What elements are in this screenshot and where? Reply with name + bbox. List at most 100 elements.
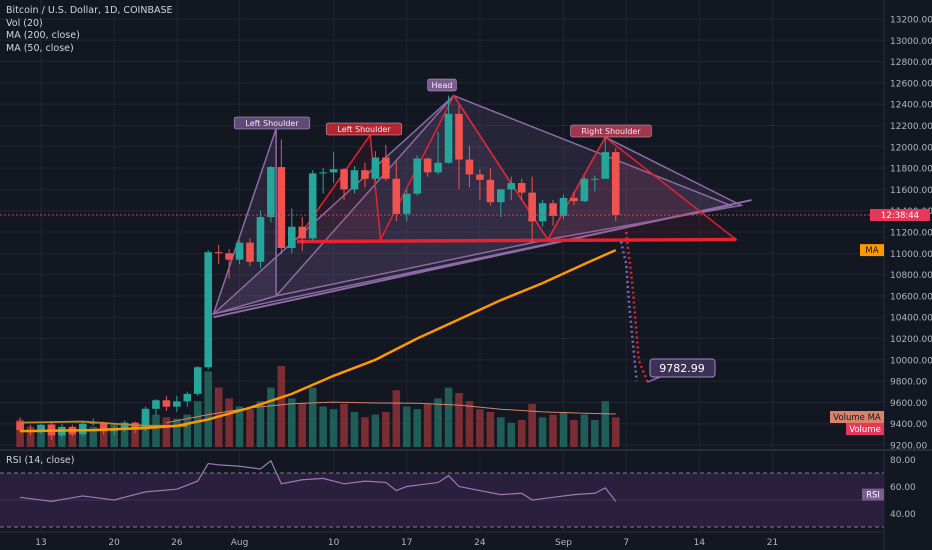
volume-bar — [319, 406, 327, 447]
candle-down — [528, 192, 536, 222]
candle-up — [173, 401, 181, 407]
candle-down — [298, 226, 307, 239]
rsi-badge-bg — [862, 488, 884, 501]
price-tick-label: 9200.00 — [890, 442, 927, 452]
volume-bar — [193, 401, 202, 447]
volume-bar — [392, 390, 401, 447]
ma50-line — [20, 248, 617, 433]
legend-ma200[interactable]: MA (200, close) — [6, 30, 80, 41]
price-tick-label: 12600.00 — [890, 79, 932, 89]
candle-down — [486, 179, 495, 203]
volume-bar — [434, 398, 442, 447]
rsi-pane — [0, 459, 884, 528]
volume-bar — [277, 366, 286, 447]
candle-up — [288, 226, 296, 248]
volume-bar — [611, 417, 620, 447]
candle-up — [601, 152, 610, 179]
time-tick-label: 26 — [171, 538, 183, 548]
candle-down — [162, 400, 171, 407]
volume-bar — [549, 414, 557, 447]
volume-bar — [110, 424, 118, 447]
rsi-tick-label: 40.00 — [890, 510, 916, 520]
legend-vol[interactable]: Vol (20) — [6, 17, 43, 29]
volume-bar — [350, 411, 359, 447]
volume-bar — [183, 414, 192, 447]
volume-ma-badge-bg — [830, 411, 884, 423]
volume-bars — [16, 366, 620, 447]
label-right-shoulder-bg — [570, 124, 652, 138]
candle-up — [37, 424, 45, 433]
volume-badge-bg — [846, 423, 884, 435]
volume-bar — [288, 398, 296, 447]
price-tick-label: 11000.00 — [890, 250, 932, 260]
candle-down — [382, 157, 390, 179]
symbol-title[interactable]: Bitcoin / U.S. Dollar, 1D, COINBASE — [6, 5, 173, 16]
candle-down — [214, 252, 223, 254]
volume-bar — [528, 403, 536, 447]
rsi-tick-label: 80.00 — [890, 456, 916, 466]
time-tick-label: 7 — [623, 538, 629, 548]
rsi-legend[interactable]: RSI (14, close) — [6, 455, 75, 466]
volume-bar — [507, 422, 516, 447]
volume-ma-badge: Volume MA — [833, 413, 881, 423]
volume-bar — [580, 414, 589, 447]
time-tick-label: 20 — [108, 538, 120, 548]
indicator-legend: Bitcoin / U.S. Dollar, 1D, COINBASE Vol … — [6, 5, 173, 55]
candle-up — [141, 408, 150, 430]
candle-up — [350, 170, 359, 190]
candle-up — [329, 169, 338, 173]
legend-ma50[interactable]: MA (50, close) — [6, 42, 74, 54]
price-tick-label: 10200.00 — [890, 335, 932, 345]
price-tick-label: 9400.00 — [890, 420, 927, 430]
volume-bar — [58, 428, 66, 447]
candle-down — [99, 422, 108, 432]
volume-bar — [361, 417, 369, 447]
volume-bar — [246, 409, 254, 447]
volume-bar — [382, 411, 390, 447]
volume-bar — [517, 420, 526, 447]
volume-bar — [455, 393, 463, 447]
candle-down — [611, 152, 620, 215]
volume-bar — [68, 430, 77, 447]
price-tick-label: 12400.00 — [890, 101, 932, 111]
candle-up — [591, 178, 599, 180]
target-value: 9782.99 — [659, 362, 705, 375]
time-tick-label: 10 — [328, 538, 340, 548]
candle-down — [476, 174, 484, 180]
time-tick-label: 14 — [694, 538, 706, 548]
volume-bar — [423, 403, 432, 447]
volume-bar — [329, 409, 338, 447]
price-tick-label: 11800.00 — [890, 165, 932, 175]
time-tick-label: Sep — [555, 538, 572, 548]
axis-badges: 12:38:44 MA Volume MA Volume RSI 9782.99 — [649, 208, 930, 501]
volume-bar — [99, 422, 108, 447]
price-tick-label: 10800.00 — [890, 271, 932, 281]
left-shoulder-triangle-1 — [212, 128, 277, 316]
time-badge: 12:38:44 — [881, 211, 919, 221]
candle-up — [183, 393, 192, 402]
volume-bar — [371, 414, 380, 447]
label-head-bg — [427, 78, 457, 92]
candle-up — [256, 217, 265, 262]
volume-bar — [131, 428, 139, 447]
price-tick-label: 12200.00 — [890, 122, 932, 132]
neckline — [297, 237, 736, 244]
price-tick-label: 13000.00 — [890, 37, 932, 47]
volume-bar — [559, 411, 568, 447]
candle-down — [549, 203, 557, 217]
candle-up — [193, 367, 202, 394]
volume-bar — [256, 401, 265, 447]
volume-bar — [570, 420, 578, 447]
volume-bar — [120, 426, 129, 447]
price-tick-label: 13200.00 — [890, 16, 932, 26]
candle-up — [444, 113, 453, 163]
rsi-line — [20, 459, 617, 502]
head-triangle — [210, 94, 734, 316]
candle-down — [423, 158, 432, 173]
head-and-shoulders-drawing — [210, 94, 752, 383]
candle-up — [402, 193, 411, 214]
candle-up — [538, 203, 547, 222]
price-tick-label: 10400.00 — [890, 314, 932, 324]
